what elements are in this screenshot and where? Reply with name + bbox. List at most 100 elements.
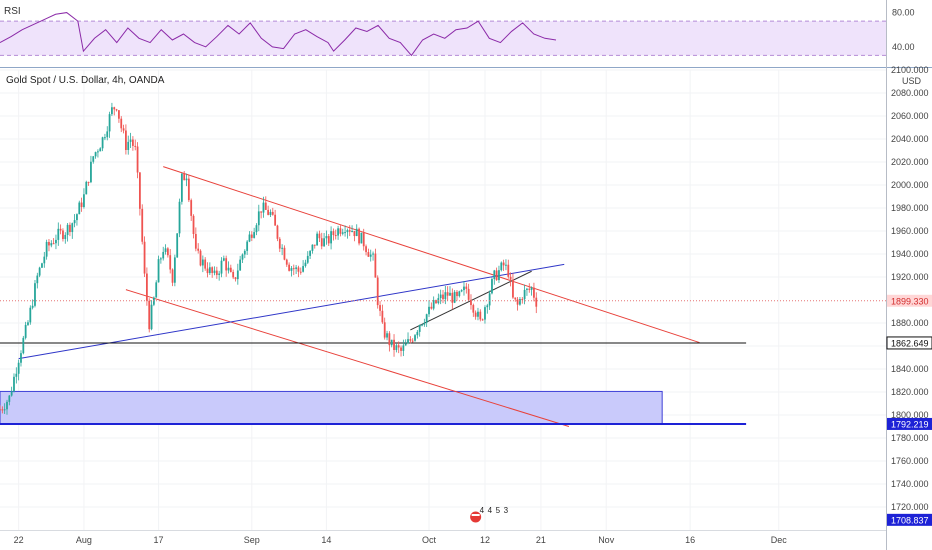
event-count[interactable]: 4	[480, 506, 485, 515]
candle-body	[460, 290, 463, 292]
candle-body	[0, 409, 1, 411]
candle-body	[76, 214, 78, 221]
candle-body	[257, 211, 260, 226]
trendline[interactable]	[18, 263, 565, 360]
candle-body	[132, 139, 134, 146]
candle-body	[528, 288, 531, 290]
candle-body	[355, 228, 358, 237]
candle-body	[136, 146, 139, 173]
candle-body	[215, 270, 218, 275]
candle-body	[92, 156, 95, 162]
candle-body	[502, 262, 505, 266]
candle-body	[474, 312, 477, 317]
candle-body	[486, 305, 489, 308]
trendline[interactable]	[163, 166, 700, 344]
candle-body	[369, 254, 372, 257]
y-tick-label: 2100.000	[891, 65, 929, 75]
rsi-pane[interactable]: RSI 80.00 40.00	[0, 6, 915, 57]
candle-body	[325, 236, 328, 239]
candle-body	[332, 231, 335, 236]
candle-body	[183, 173, 186, 181]
candle-body	[500, 262, 503, 271]
y-tick-label: 2040.000	[891, 134, 929, 144]
candle-body	[69, 224, 71, 233]
candle-body	[229, 267, 232, 272]
candle-body	[512, 279, 514, 298]
candle-body	[498, 270, 500, 281]
price-pane[interactable]: Gold Spot / U.S. Dollar, 4h, OANDA USD 2…	[0, 65, 932, 545]
candle-body	[404, 343, 407, 346]
y-tick-label: 2060.000	[891, 111, 929, 121]
candle-body	[306, 255, 309, 263]
candle-body	[178, 201, 181, 234]
candle-body	[395, 345, 398, 350]
candle-body	[414, 335, 416, 341]
candle-body	[516, 299, 519, 305]
x-tick-label: Dec	[771, 535, 788, 545]
candle-body	[101, 137, 104, 149]
trendline[interactable]	[125, 289, 570, 427]
candle-body	[159, 258, 162, 260]
candle-body	[73, 220, 76, 224]
candle-body	[393, 339, 395, 350]
candle-body	[470, 299, 472, 306]
candle-body	[166, 248, 169, 256]
candle-body	[104, 137, 106, 139]
candle-body	[1, 409, 4, 411]
candle-body	[150, 304, 153, 330]
candle-body	[274, 214, 277, 226]
x-tick-label: 22	[14, 535, 24, 545]
candle-body	[148, 300, 151, 330]
candle-body	[57, 228, 60, 240]
candle-body	[6, 401, 8, 410]
candle-body	[227, 267, 230, 271]
candle-body	[467, 288, 470, 300]
candle-body	[453, 291, 456, 303]
candle-body	[509, 276, 512, 280]
x-axis-ticks[interactable]: 22 Aug 17 Sep 14 Oct 12 21 Nov 16 Dec	[14, 535, 788, 545]
candle-body	[176, 233, 179, 258]
candle-body	[334, 235, 337, 237]
candle-body	[157, 259, 160, 283]
candle-body	[246, 241, 249, 251]
event-count[interactable]: 3	[504, 506, 509, 515]
candle-body	[97, 151, 99, 153]
candle-body	[10, 391, 13, 396]
event-count[interactable]: 4	[488, 506, 493, 515]
candle-body	[327, 236, 330, 244]
price-label-text: 1862.649	[891, 338, 929, 348]
price-label-text: 1899.330	[891, 296, 929, 306]
candle-body	[8, 395, 11, 402]
candle-body	[225, 258, 228, 271]
candle-body	[407, 339, 409, 344]
candle-body	[55, 239, 57, 244]
candle-body	[52, 243, 55, 245]
candle-body	[430, 306, 433, 309]
candle-body	[236, 270, 239, 280]
x-tick-label: Aug	[76, 535, 92, 545]
candle-body	[222, 258, 225, 261]
candle-body	[379, 305, 381, 311]
rsi-tick-40: 40.00	[892, 42, 915, 52]
y-tick-label: 1940.000	[891, 249, 929, 259]
candle-body	[481, 319, 484, 321]
candle-body	[36, 275, 39, 284]
candle-body	[218, 273, 221, 275]
candle-body	[87, 181, 90, 183]
event-count[interactable]: 5	[496, 506, 501, 515]
candle-body	[239, 259, 242, 271]
candle-body	[521, 299, 524, 301]
candle-body	[206, 268, 209, 274]
candle-body	[530, 287, 533, 290]
candle-body	[402, 345, 405, 351]
candle-body	[493, 270, 496, 280]
candle-body	[292, 268, 295, 270]
candle-body	[208, 267, 211, 274]
rsi-band	[0, 21, 886, 56]
y-axis-ticks[interactable]: 2100.000 2080.000 2060.000 2040.000 2020.000…	[891, 65, 929, 512]
candle-body	[164, 248, 167, 252]
candle-body	[390, 339, 393, 346]
candle-body	[360, 232, 363, 244]
